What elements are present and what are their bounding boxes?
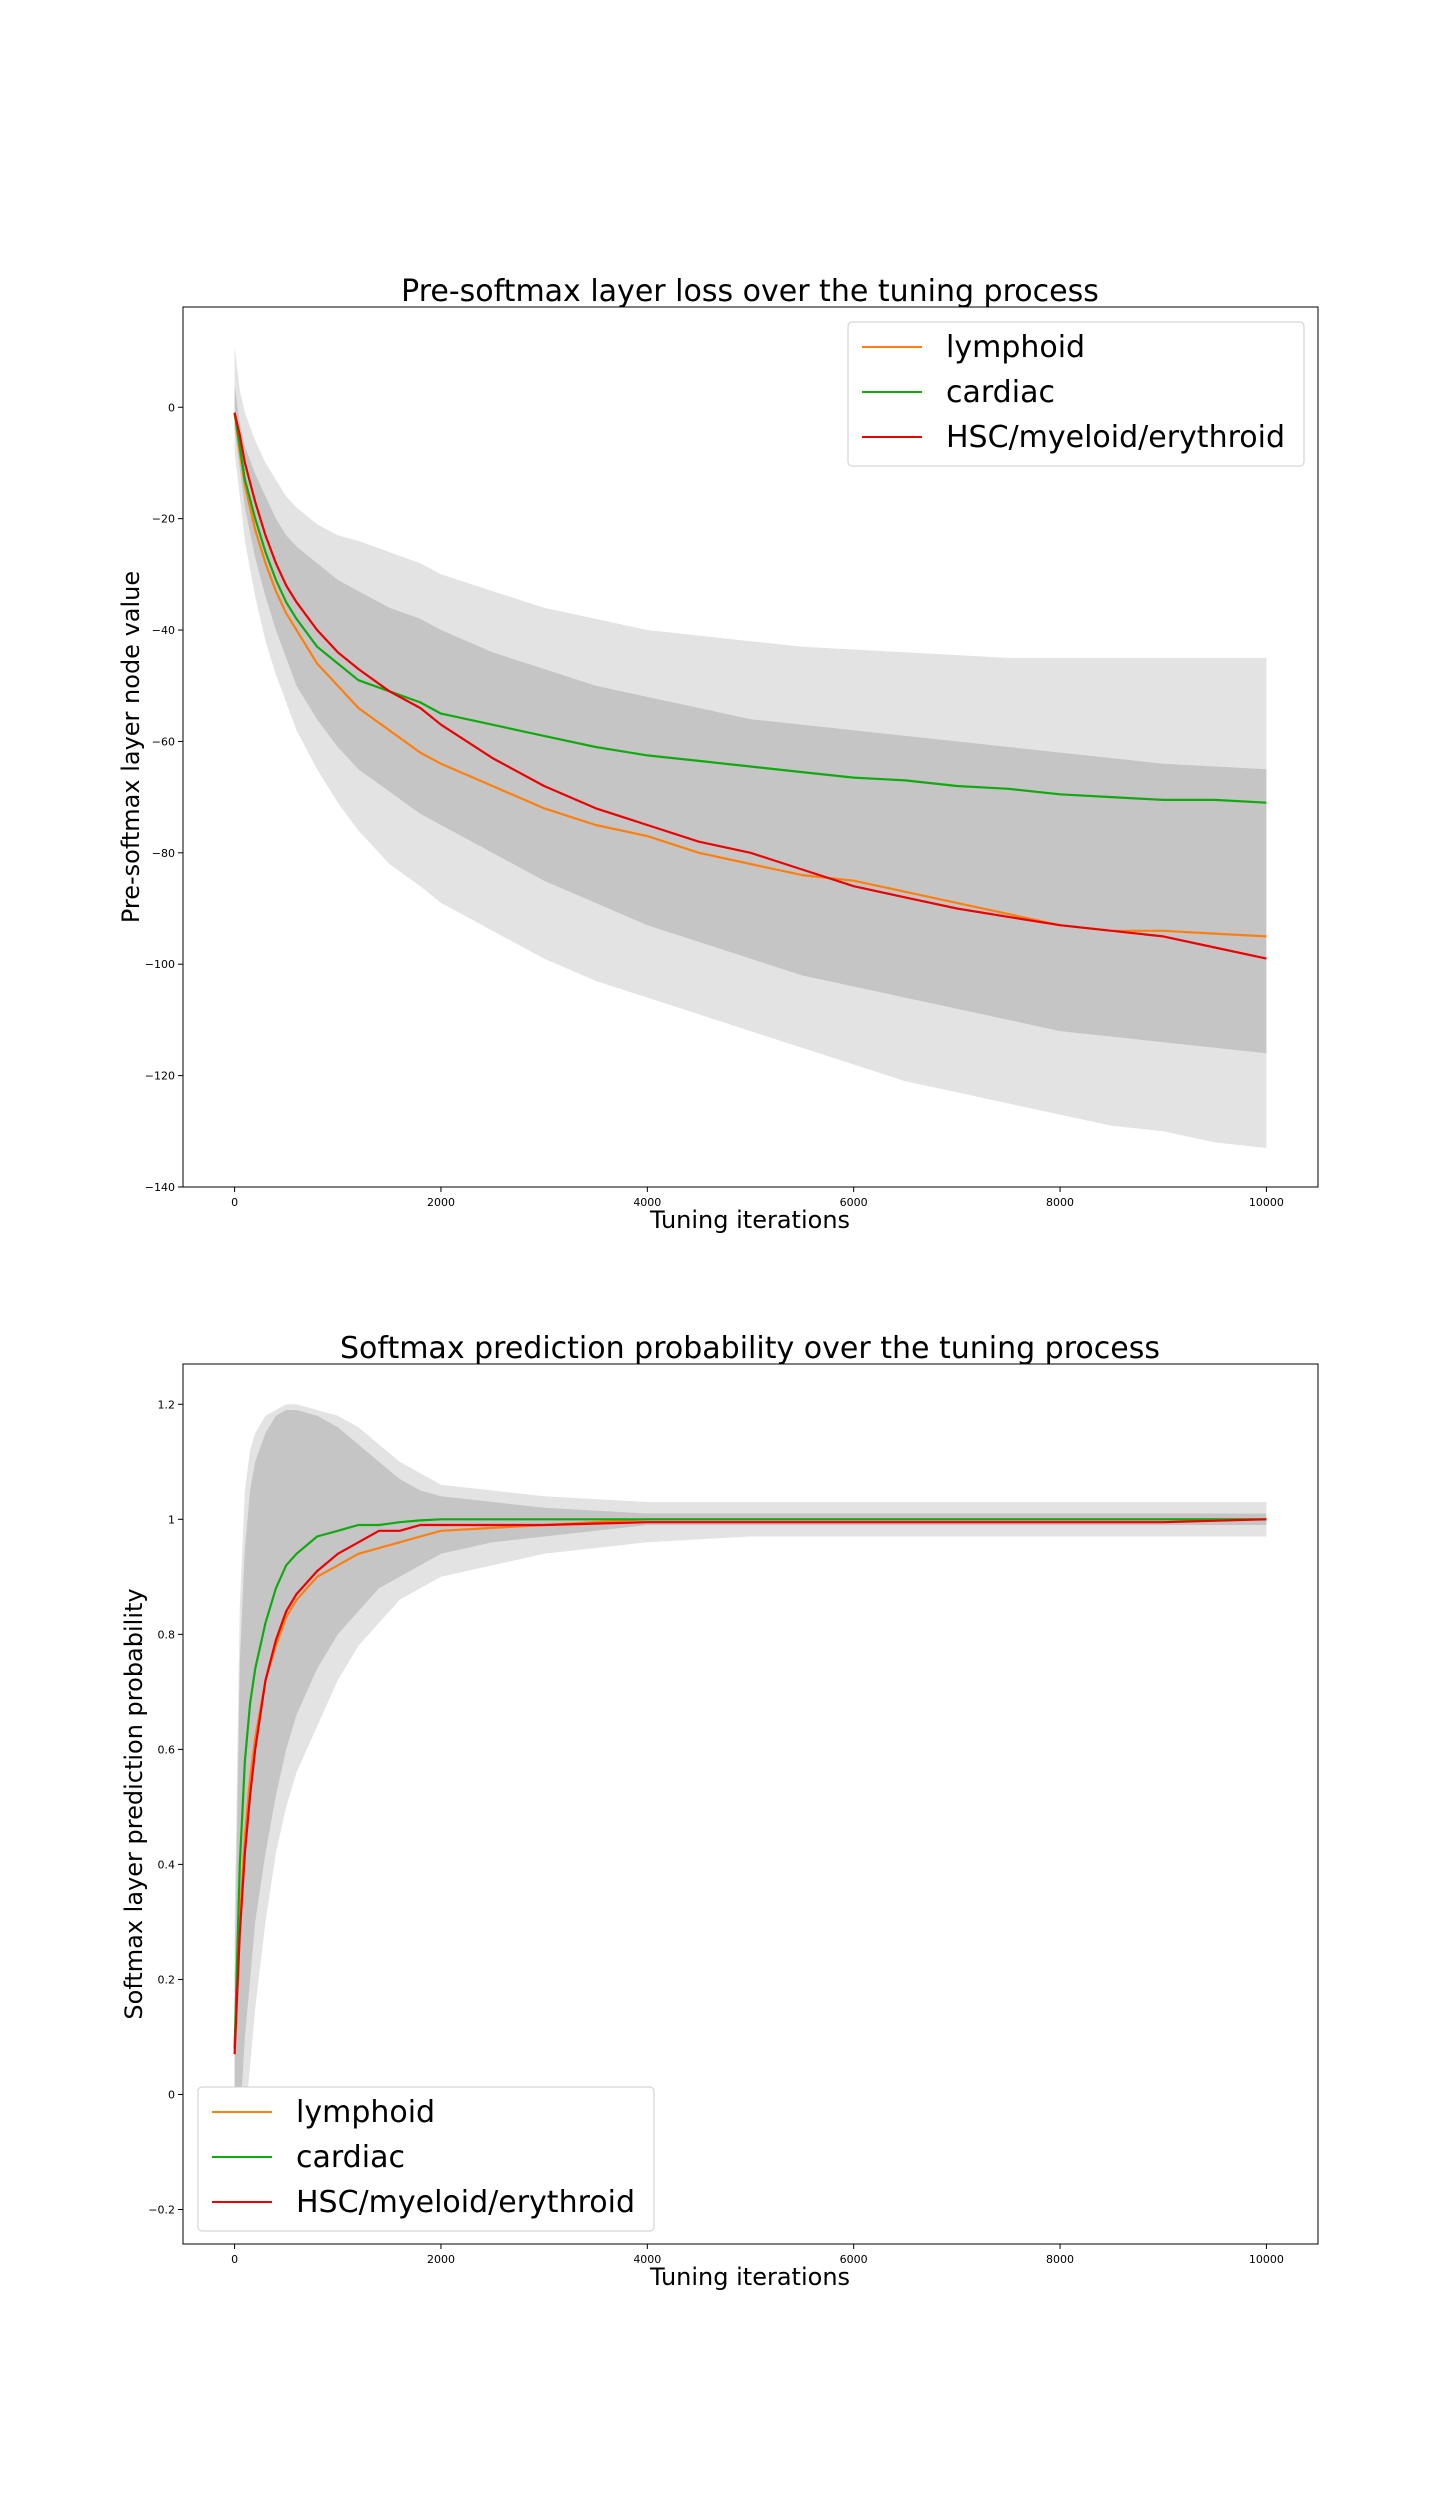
y-tick-label: 0: [168, 401, 175, 414]
x-tick-label: 0: [231, 1196, 238, 1209]
inner-band: [234, 385, 1267, 1054]
chart-pre-softmax-loss: Pre-softmax layer loss over the tuning p…: [117, 274, 1319, 1234]
y-axis-ticks: 0 −20 −40 −60 −80 −100 −120 −140: [145, 401, 183, 1194]
x-axis-ticks: 0 2000 4000 6000 8000 10000: [231, 2244, 1284, 2266]
series-line-lymphoid: [233, 412, 1267, 938]
legend-label-hsc: HSC/myeloid/erythroid: [296, 2185, 635, 2220]
chart-softmax-probability: Softmax prediction probability over the …: [120, 1331, 1319, 2291]
series-lines: [233, 1518, 1267, 2055]
y-tick-label: 1: [168, 1513, 175, 1526]
series-lines: [233, 412, 1267, 960]
x-tick-label: 10000: [1249, 2253, 1284, 2266]
x-tick-label: 4000: [633, 2253, 661, 2266]
legend-label-cardiac: cardiac: [946, 375, 1055, 410]
legend-box: [847, 321, 1305, 467]
chart-title: Softmax prediction probability over the …: [340, 1331, 1160, 1366]
plot-frame: [182, 306, 1319, 1188]
legend-box: [197, 2086, 655, 2232]
x-axis-ticks: 0 2000 4000 6000 8000 10000: [231, 1187, 1284, 1209]
x-tick-label: 8000: [1046, 2253, 1074, 2266]
legend-label-lymphoid: lymphoid: [946, 330, 1085, 365]
chart-title: Pre-softmax layer loss over the tuning p…: [401, 274, 1099, 309]
y-tick-label: −120: [145, 1070, 175, 1083]
uncertainty-bands: [234, 1404, 1267, 2210]
x-tick-label: 0: [231, 2253, 238, 2266]
x-tick-label: 2000: [427, 1196, 455, 1209]
x-tick-label: 4000: [633, 1196, 661, 1209]
x-tick-label: 6000: [840, 2253, 868, 2266]
legend-label-lymphoid: lymphoid: [296, 2095, 435, 2130]
series-line-cardiac: [233, 1518, 1267, 2049]
series-line-hsc-myeloid-erythroid: [233, 412, 1267, 960]
y-tick-label: 1.2: [158, 1398, 176, 1411]
x-tick-label: 6000: [840, 1196, 868, 1209]
plot-frame: [182, 1363, 1319, 2245]
x-axis-label: Tuning iterations: [649, 2263, 850, 2291]
y-tick-label: −40: [152, 624, 175, 637]
y-tick-label: 0.4: [158, 1858, 176, 1871]
legend-label-hsc: HSC/myeloid/erythroid: [946, 420, 1285, 455]
y-tick-label: −80: [152, 847, 175, 860]
y-tick-label: 0.2: [158, 1973, 176, 1986]
y-tick-label: 0: [168, 2088, 175, 2101]
y-axis-label: Pre-softmax layer node value: [117, 571, 145, 923]
y-tick-label: −100: [145, 958, 175, 971]
y-tick-label: −60: [152, 735, 175, 748]
series-line-cardiac: [233, 412, 1267, 804]
uncertainty-bands: [234, 346, 1267, 1148]
legend: lymphoid cardiac HSC/myeloid/erythroid: [847, 321, 1305, 467]
y-tick-label: −140: [145, 1181, 175, 1194]
x-axis-label: Tuning iterations: [649, 1206, 850, 1234]
x-tick-label: 2000: [427, 2253, 455, 2266]
legend-label-cardiac: cardiac: [296, 2140, 405, 2175]
y-tick-label: 0.6: [158, 1743, 176, 1756]
y-axis-label: Softmax layer prediction probability: [120, 1588, 148, 2019]
x-tick-label: 8000: [1046, 1196, 1074, 1209]
legend: lymphoid cardiac HSC/myeloid/erythroid: [197, 2086, 655, 2232]
y-tick-label: 0.8: [158, 1628, 176, 1641]
inner-band: [234, 1410, 1267, 2152]
y-tick-label: −20: [152, 513, 175, 526]
y-tick-label: −0.2: [148, 2203, 175, 2216]
series-line-hsc-myeloid-erythroid: [233, 1518, 1267, 2055]
y-axis-ticks: 1.2 1 0.8 0.6 0.4 0.2 0 −0.2: [148, 1398, 183, 2216]
x-tick-label: 10000: [1249, 1196, 1284, 1209]
